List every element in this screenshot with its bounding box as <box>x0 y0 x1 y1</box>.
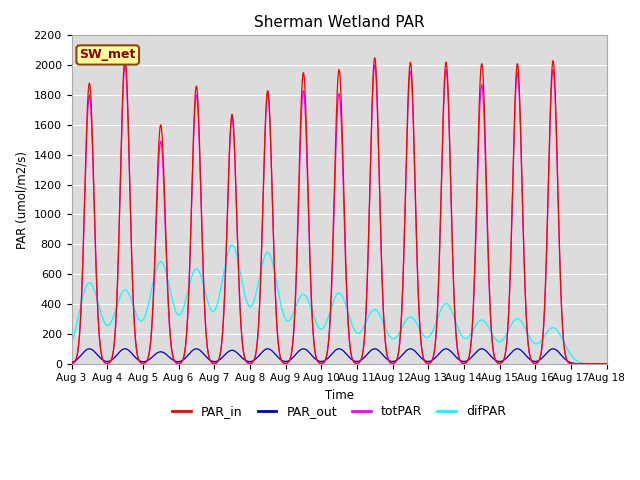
Text: SW_met: SW_met <box>79 48 136 61</box>
Legend: PAR_in, PAR_out, totPAR, difPAR: PAR_in, PAR_out, totPAR, difPAR <box>167 400 511 423</box>
Title: Sherman Wetland PAR: Sherman Wetland PAR <box>253 15 424 30</box>
X-axis label: Time: Time <box>324 389 353 402</box>
Y-axis label: PAR (umol/m2/s): PAR (umol/m2/s) <box>15 151 28 249</box>
